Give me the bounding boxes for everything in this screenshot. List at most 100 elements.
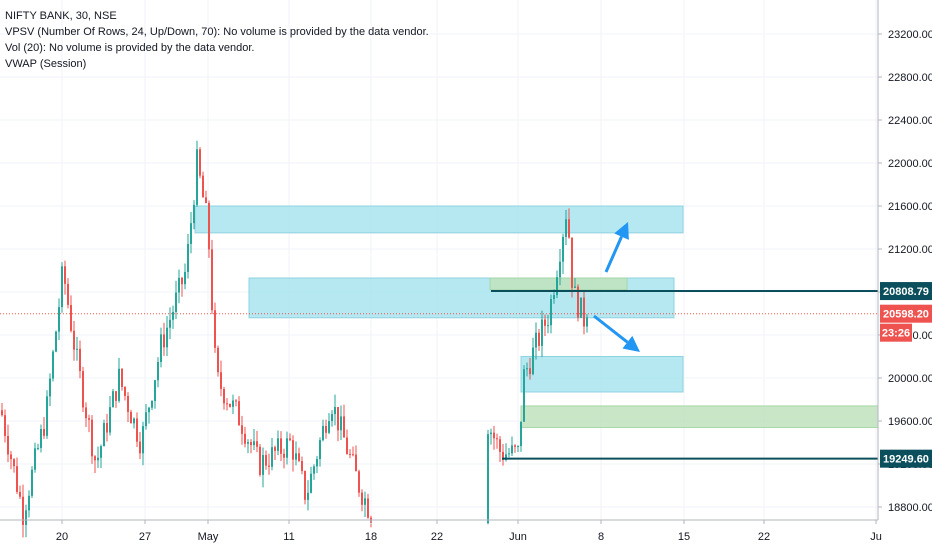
price-label-resistance: 20808.79	[880, 282, 932, 301]
candle-body	[190, 223, 192, 244]
x-tick-label: 11	[283, 531, 294, 543]
candles	[1, 140, 588, 538]
candle-body	[568, 219, 570, 238]
candle-body	[277, 438, 279, 451]
y-tick-label: 21200.00	[888, 244, 932, 256]
candle-body	[109, 407, 111, 433]
overlays	[0, 222, 878, 460]
y-tick-label: 18800.00	[888, 502, 932, 514]
y-tick-label: 23200.00	[888, 29, 932, 41]
arrow-shaft	[604, 236, 623, 273]
candle-body	[67, 283, 69, 305]
candle-body	[550, 299, 552, 326]
candle-body	[283, 453, 285, 458]
x-tick-label: 27	[139, 531, 151, 543]
arrow-shaft	[593, 314, 629, 344]
candle-body	[112, 391, 114, 408]
candle-body	[16, 466, 18, 492]
candle-body	[349, 453, 351, 455]
candle-body	[73, 330, 75, 350]
legend-symbol[interactable]: NIFTY BANK, 30, NSE	[5, 10, 117, 22]
x-tick-label: 22	[758, 531, 770, 543]
candle-body	[85, 407, 87, 419]
candle-body	[259, 446, 261, 475]
x-tick-label: Ju	[870, 531, 882, 543]
candle-body	[487, 434, 489, 524]
candle-body	[529, 368, 531, 375]
candle-body	[64, 266, 66, 284]
legend-vwap[interactable]: VWAP (Session)	[5, 58, 87, 70]
y-tick-label: 20000.00	[888, 373, 932, 385]
candle-body	[142, 426, 144, 454]
x-tick-label: Jun	[509, 531, 527, 543]
candle-body	[193, 204, 195, 224]
candle-body	[535, 332, 537, 348]
candle-body	[274, 447, 276, 451]
candle-body	[505, 454, 507, 461]
price-label-resistance-bg	[880, 282, 932, 301]
y-tick-label: 21600.00	[888, 201, 932, 213]
candle-body	[517, 446, 519, 448]
candle-body	[187, 243, 189, 272]
candle-body	[121, 368, 123, 387]
candle-body	[271, 447, 273, 467]
price-label-countdown-text: 23:26	[882, 328, 910, 340]
candle-body	[43, 429, 45, 436]
candle-body	[565, 219, 567, 237]
candle-body	[364, 498, 366, 505]
candle-body	[169, 319, 171, 328]
candle-body	[97, 457, 99, 461]
arrow-up	[604, 222, 629, 273]
candle-body	[562, 236, 564, 262]
candle-body	[313, 466, 315, 474]
candle-body	[61, 266, 63, 308]
candle-body	[319, 440, 321, 460]
candle-body	[556, 277, 558, 296]
arrow-down	[593, 314, 640, 352]
candle-body	[34, 448, 36, 470]
price-label-resistance-text: 20808.79	[883, 286, 929, 298]
zone-demand	[520, 405, 879, 428]
candle-body	[13, 459, 15, 467]
candle-body	[307, 492, 309, 500]
candle-body	[577, 286, 579, 318]
legend-volume[interactable]: Vol (20): No volume is provided by the d…	[5, 42, 255, 54]
candle-body	[367, 498, 369, 518]
zones	[194, 205, 879, 428]
candle-body	[91, 419, 93, 457]
candle-body	[4, 415, 6, 436]
x-tick-label: 20	[56, 531, 68, 543]
candle-body	[106, 423, 108, 433]
candle-body	[265, 455, 267, 466]
price-axis[interactable]: 23200.00 22800.00 22400.00 22000.00 21600.00…	[877, 0, 932, 520]
candle-body	[40, 429, 42, 448]
arrow-head	[622, 335, 640, 352]
candle-body	[334, 407, 336, 415]
candle-body	[340, 416, 342, 431]
legend-vpsv[interactable]: VPSV (Number Of Rows, 24, Up/Down, 70): …	[5, 26, 429, 38]
candle-body	[325, 425, 327, 433]
price-label-support-text: 19249.60	[883, 454, 929, 466]
candle-body	[232, 400, 234, 407]
time-axis[interactable]: 20 27 May 11 18 22 Jun 8 15 22 Ju	[0, 519, 882, 543]
candle-body	[154, 380, 156, 401]
price-label-support-bg	[880, 449, 932, 468]
candle-body	[262, 455, 264, 475]
candle-body	[508, 453, 510, 455]
candle-body	[52, 351, 54, 379]
candle-body	[223, 388, 225, 404]
candle-body	[289, 438, 291, 441]
x-tick-label: May	[198, 531, 219, 543]
zone-demand	[489, 277, 628, 291]
y-tick-label: 22400.00	[888, 115, 932, 127]
candle-body	[19, 491, 21, 497]
candle-body	[49, 378, 51, 397]
candle-body	[298, 453, 300, 461]
candle-body	[268, 465, 270, 467]
candle-body	[247, 442, 249, 444]
legend: NIFTY BANK, 30, NSE VPSV (Number Of Rows…	[5, 8, 429, 72]
candle-body	[178, 277, 180, 293]
candle-body	[547, 325, 549, 327]
